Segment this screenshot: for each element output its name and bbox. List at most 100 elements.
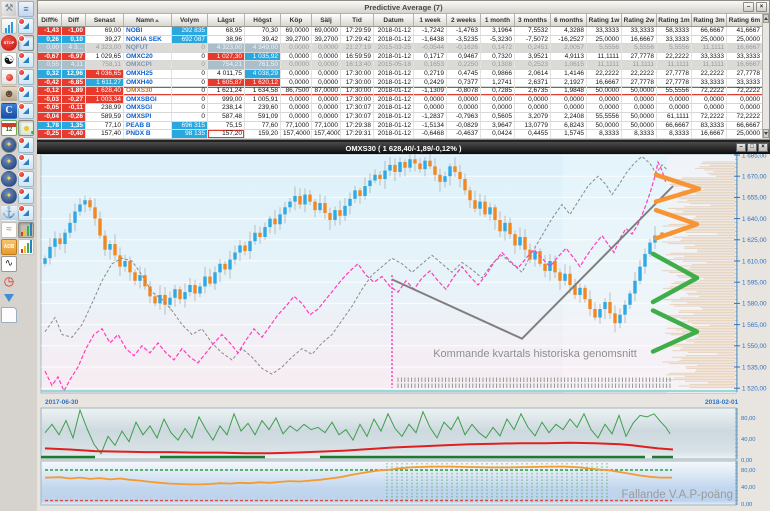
column-header-3-months[interactable]: 3 months	[515, 14, 551, 26]
cell-senast: 157,40	[86, 130, 124, 138]
table-row-omxsbgi[interactable]: -0,03 -0,27 1 003,34 OMXSBGI 0 999,00 1 005,91…	[38, 95, 769, 105]
chart-preset-10-icon[interactable]: ◢	[18, 188, 34, 204]
calendar-icon[interactable]: 12	[1, 120, 17, 136]
badge-dot	[18, 86, 25, 93]
column-header-rating-6m[interactable]: Rating 6m	[727, 14, 763, 26]
column-header-volym[interactable]: Volym	[172, 14, 208, 26]
cell-rating-2w: 50,0000	[622, 87, 657, 95]
script-icon[interactable]: ≡	[18, 1, 34, 17]
column-header-l-gst[interactable]: Lägst	[208, 14, 245, 26]
column-header-namn[interactable]: Namn	[124, 14, 172, 26]
bar-chart-icon[interactable]	[1, 18, 17, 34]
color-bars-icon[interactable]	[18, 222, 34, 238]
column-header-s-lj[interactable]: Sälj	[312, 14, 341, 26]
table-scrollbar[interactable]	[762, 14, 769, 138]
chart-preset-7-icon[interactable]: ◢	[18, 137, 34, 153]
spiral-icon[interactable]: C	[1, 103, 17, 119]
chart-preset-6-icon[interactable]: ◢	[18, 103, 34, 119]
column-header-rating-2w[interactable]: Rating 2w	[622, 14, 657, 26]
chart-canvas[interactable]: Kommande kvartals historiska genomsnitt 1…	[37, 154, 770, 511]
candle-down	[413, 159, 417, 164]
table-row-nqfut[interactable]: 0,00 4 3... 4 323,00 NQFUT 0 4 323,00 4 349,00…	[38, 44, 769, 53]
chart-preset-2-icon[interactable]: ◢	[18, 35, 34, 51]
yin-yang-icon[interactable]: ☯	[1, 52, 17, 68]
chart-close-button[interactable]: ×	[758, 143, 768, 152]
chart-preset-4-icon[interactable]: ◢	[18, 69, 34, 85]
pushpin-icon[interactable]	[1, 69, 17, 85]
column-header-rating-3m[interactable]: Rating 3m	[692, 14, 727, 26]
predictive-chevron	[650, 308, 700, 354]
table-row-peab-b[interactable]: 1,78 1,35 77,10 PEAB B 696 315 75,15 77,60 77,1…	[38, 121, 769, 131]
chart-preset-5-icon[interactable]: ◢	[18, 86, 34, 102]
column-header-tid[interactable]: Tid	[341, 14, 374, 26]
cell-senast: 4 323,00	[86, 44, 124, 52]
candle-down	[358, 190, 362, 196]
document-icon[interactable]	[1, 307, 17, 323]
cell-3-months: 3,9521	[515, 52, 551, 61]
user-photo-icon[interactable]: ☻	[1, 86, 17, 102]
cell-rating-6m: 25,0000	[727, 35, 763, 44]
column-header-senast[interactable]: Senast	[86, 14, 124, 26]
color-bars-2-icon[interactable]	[18, 239, 34, 255]
compass-4-icon[interactable]: ✦	[1, 188, 17, 204]
cell-rating-6m: 72,2222	[727, 112, 763, 121]
alarm-clock-icon[interactable]: ◷	[3, 274, 15, 288]
close-button[interactable]: ×	[756, 2, 767, 12]
table-row-nokia-sek[interactable]: 0,26 0,10 39,27 NOKIA SEK 692 087 38,96 39,42 3…	[38, 35, 769, 45]
cell-rating-2w: 22,2222	[622, 69, 657, 78]
scroll-up-icon[interactable]	[763, 14, 769, 23]
column-header-k-p[interactable]: Köp	[281, 14, 312, 26]
anchor-icon[interactable]: ⚓	[1, 205, 17, 221]
table-row-omxcpi[interactable]: 0,55 4,11 758,11 OMXCPI 0 754,21 761,50 0,0000 0…	[38, 61, 769, 70]
chart-preset-9-icon[interactable]: ◢	[18, 171, 34, 187]
chart-preset-1-icon[interactable]: ◢	[18, 18, 34, 34]
column-header-diff-[interactable]: Diff%	[38, 14, 62, 26]
compass-1-icon[interactable]: ✦	[1, 137, 17, 153]
scroll-down-icon[interactable]	[763, 129, 769, 138]
table-row-omxsgi[interactable]: -0,05 -0,11 238,99 OMXSGI 0 238,14 239,60 0,000…	[38, 104, 769, 113]
column-header-1-month[interactable]: 1 month	[481, 14, 515, 26]
minimize-button[interactable]: –	[743, 2, 754, 12]
stop-icon[interactable]: STOP	[1, 35, 17, 51]
table-row-omxh25[interactable]: 0,32 12,96 4 036,65 OMXH25 0 4 011,75 4 038,29…	[38, 69, 769, 79]
candle-down	[148, 286, 152, 297]
column-header-h-gst[interactable]: Högst	[245, 14, 281, 26]
table-row-omxc20[interactable]: -0,67 -6,97 1 029,65 OMXC20 0 1 027,30 1 035,9…	[38, 52, 769, 62]
column-header-1-week[interactable]: 1 week	[414, 14, 447, 26]
compass-3-icon[interactable]: ✦	[1, 171, 17, 187]
trend-lines-icon[interactable]: ≈	[1, 222, 17, 238]
column-header-diff[interactable]: Diff	[62, 14, 86, 26]
table-row-omxspi[interactable]: -0,04 -0,26 589,59 OMXSPI 0 587,48 591,09 0,000…	[38, 112, 769, 122]
cell-datum: 2018-01-12	[374, 78, 414, 87]
cell-3-months: 13,0779	[515, 121, 551, 130]
cell-s-lj: 69,0000	[312, 27, 341, 35]
table-row-nobi[interactable]: -1,43 -1,00 69,00 NOBI 292 835 68,95 70,30 69,0…	[38, 27, 769, 36]
cell-rating-1w: 0,0000	[587, 95, 622, 104]
waveform-icon[interactable]: ∿	[1, 256, 17, 272]
table-row-omxh40[interactable]: -0,42 -6,85 1 611,27 OMXH40 0 1 605,87 1 620,1…	[38, 78, 769, 88]
badge-dot	[18, 171, 25, 178]
cell-6-months: 4,9113	[551, 52, 587, 61]
adb-folder-icon[interactable]: ADB	[1, 239, 17, 255]
cell-l-gst: 157,20	[208, 130, 245, 138]
cell-datum: 2018-01-12	[374, 27, 414, 35]
chart-preset-11-icon[interactable]: ◢	[18, 205, 34, 221]
table-row-omxs30[interactable]: -0,12 -1,89 1 628,40 OMXS30 0 1 621,24 1 634,5…	[38, 87, 769, 96]
chart-minimize-button[interactable]: –	[736, 143, 746, 152]
candle-up	[578, 287, 582, 295]
link-nodes-icon[interactable]	[18, 120, 34, 136]
cell-1-month: 0,0424	[481, 130, 515, 138]
chart-restore-button[interactable]: □	[747, 143, 757, 152]
tools-icon[interactable]: ⚒	[1, 1, 17, 17]
column-header-datum[interactable]: Datum	[374, 14, 414, 26]
filter-funnel-icon[interactable]	[1, 290, 17, 306]
column-header-6-months[interactable]: 6 months	[551, 14, 587, 26]
table-row-pndx-b[interactable]: -0,25 -0,40 157,40 PNDX B 98 135 157,20 159,20…	[38, 130, 769, 139]
candle-up	[448, 166, 452, 177]
compass-2-icon[interactable]: ✦	[1, 154, 17, 170]
chart-preset-8-icon[interactable]: ◢	[18, 154, 34, 170]
column-header-rating-1m[interactable]: Rating 1m	[657, 14, 692, 26]
chart-preset-3-icon[interactable]: ◢	[18, 52, 34, 68]
column-header-rating-1w[interactable]: Rating 1w	[587, 14, 622, 26]
column-header-2-weeks[interactable]: 2 weeks	[447, 14, 481, 26]
